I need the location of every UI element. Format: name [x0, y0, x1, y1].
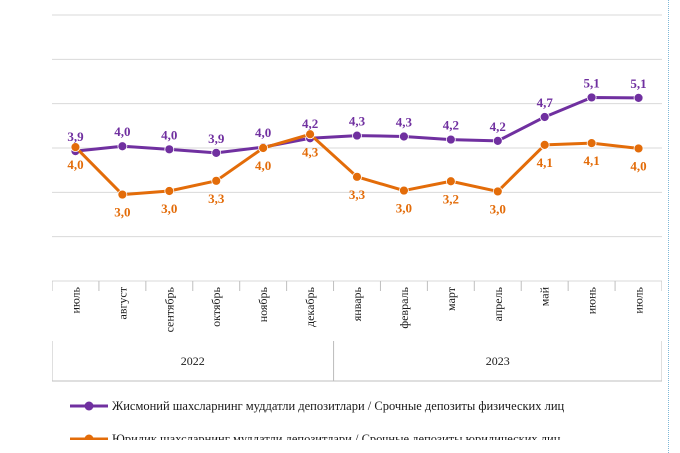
series-2-point [586, 138, 597, 149]
series-2-point [352, 171, 362, 182]
series-1-data-label: 4,2 [302, 116, 318, 131]
chart-frame: 1234567 июльавгустсентябрьоктябрьноябрьд… [52, 8, 662, 440]
x-axis-categories: июль август сентябрь октябрь ноябрь декабрь ян… [52, 281, 662, 332]
series-2-point [399, 185, 409, 196]
series-2-point [539, 139, 550, 150]
series-2-point [258, 143, 269, 153]
series-2-data-label: 3,0 [490, 201, 506, 216]
series-2-data-label: 3,3 [349, 187, 366, 202]
series-1-data-label: 5,1 [630, 76, 646, 91]
series-2-point [211, 175, 222, 186]
x-category-label: сентябрь [162, 286, 176, 332]
x-category-label: август [115, 286, 129, 319]
series-1-point [586, 92, 597, 103]
x-category-label: июнь [585, 286, 599, 314]
line-chart: 1234567 июльавгустсентябрьоктябрьноябрьд… [52, 14, 662, 440]
series-1-data-label: 4,2 [443, 118, 459, 133]
series-1-data-label: 4,3 [396, 114, 413, 129]
series-1-data-label: 4,0 [161, 127, 177, 142]
series-1-point [399, 131, 409, 142]
series-line-2 [74, 132, 639, 197]
x-category-label: март [444, 286, 458, 311]
series-2-data-label: 3,0 [161, 201, 177, 216]
series-1-point [492, 136, 503, 146]
series-1-data-label: 3,9 [67, 129, 84, 144]
x-category-label: декабрь [303, 286, 317, 327]
series-1-data-label: 4,3 [349, 114, 366, 129]
year-label: 2022 [181, 354, 205, 368]
series-1-point [117, 141, 128, 152]
series-2-data-label: 4,3 [302, 144, 319, 159]
x-category-label: июль [68, 286, 82, 313]
series-2-point [492, 186, 503, 197]
series-2-data-label: 3,0 [396, 201, 412, 216]
series-2-data-label: 3,3 [208, 191, 225, 206]
series-2-data-label: 4,1 [537, 155, 553, 170]
x-category-label: январь [350, 286, 364, 321]
x-category-label: апрель [491, 286, 505, 321]
x-category-label: июль [632, 286, 646, 313]
year-label: 2023 [486, 354, 510, 368]
data-labels: 3,9 4,0 4,0 3,9 4,0 4,2 4,3 4,3 4,2 4,2 4,7 5,1 5,1 4… [67, 75, 646, 219]
series-2-point [70, 142, 81, 153]
series-2-data-label: 3,0 [114, 205, 130, 220]
series-1-point [633, 93, 644, 103]
legend-marker-1 [84, 401, 94, 411]
series-2-point [633, 143, 644, 154]
x-axis-years: 2022 2023 [52, 341, 662, 382]
series-2-data-label: 3,2 [443, 191, 459, 206]
series-1-data-label: 5,1 [583, 75, 599, 90]
x-category-label: октябрь [209, 286, 223, 326]
series-2-point [117, 189, 128, 200]
series-2-data-label: 4,0 [630, 158, 646, 173]
series-1-data-label: 4,0 [255, 125, 271, 140]
x-category-label: ноябрь [256, 286, 270, 322]
series-2-data-label: 4,1 [583, 153, 599, 168]
series-1-point [445, 134, 456, 145]
series-2-point [445, 176, 456, 187]
series-1-point [164, 144, 175, 155]
series-1-point [211, 147, 222, 158]
series-1-point [539, 112, 550, 122]
legend: Жисмоний шахсларнинг муддатли депозитлар… [70, 399, 565, 440]
series-1-data-label: 3,9 [208, 131, 225, 146]
legend-label-2: Юридик шахсларнинг муддатли депозитлари … [112, 432, 561, 440]
series-1-point [352, 130, 362, 141]
series-1-data-label: 4,2 [490, 119, 506, 134]
legend-label-1: Жисмоний шахсларнинг муддатли депозитлар… [112, 399, 565, 413]
series-2-point [305, 129, 315, 140]
x-category-label: февраль [397, 286, 411, 328]
series-1-data-label: 4,7 [537, 95, 554, 110]
page-edge-divider [668, 0, 675, 453]
series-1-data-label: 4,0 [114, 124, 130, 139]
series-2-data-label: 4,0 [67, 157, 83, 172]
legend-marker-2 [84, 434, 94, 440]
series-2-point [164, 186, 175, 196]
x-category-label: май [538, 286, 552, 306]
series-2-data-label: 4,0 [255, 158, 271, 173]
series-lines [70, 92, 644, 200]
